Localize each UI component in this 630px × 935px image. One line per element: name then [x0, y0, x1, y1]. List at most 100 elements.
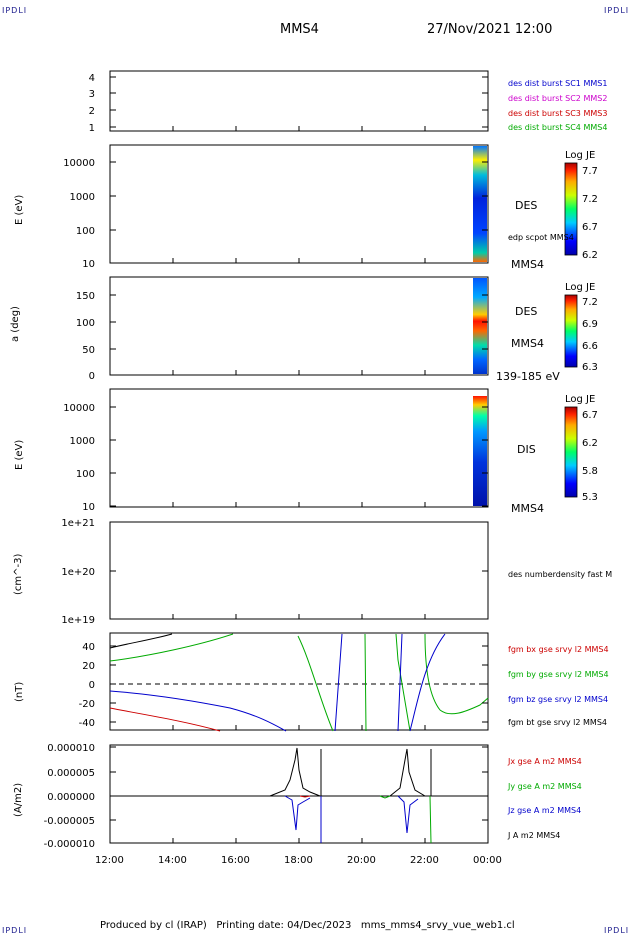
ylabel-des-pitch: a (deg) [10, 306, 21, 342]
ylabel-dis-energy: E (eV) [14, 439, 25, 470]
colorbar-tick-2a: 7.2 [582, 297, 598, 308]
ytick-label: 0 [89, 371, 95, 382]
legend-fgm-bz: fgm bz gse srvy l2 MMS4 [508, 695, 609, 704]
label-edp-scpot: edp scpot MMS4 [508, 233, 574, 242]
legend-fgm-by: fgm by gse srvy l2 MMS4 [508, 670, 609, 679]
panel-density [109, 521, 489, 620]
fgm-traces [109, 633, 489, 732]
colorbar-tick-1a: 7.7 [582, 166, 598, 177]
label-dis: DIS [517, 443, 536, 456]
ylabel-current: (A/m2) [13, 782, 24, 817]
current-jy-line [379, 795, 432, 844]
ytick-label: 100 [76, 318, 95, 329]
axis-ticks: 1 2 3 4 10 100 1000 10000 0 50 100 150 10 100 1000 1000… [44, 73, 489, 850]
legend-density: des numberdensity fast M [508, 570, 613, 579]
ytick-label: 1000 [70, 192, 95, 203]
colorbar-tick-3a: 6.7 [582, 410, 598, 421]
colorbar-tick-2d: 6.3 [582, 362, 598, 373]
ytick-label: 0.000000 [47, 792, 95, 803]
label-des-2: DES [515, 305, 538, 318]
ytick-label: -20 [79, 699, 95, 710]
spectrogram-des-pitch [473, 278, 487, 374]
colorbar-tick-3c: 5.8 [582, 466, 598, 477]
ytick-label: 2 [89, 106, 95, 117]
xtick-2000: 20:00 [347, 855, 376, 866]
ytick-label: -0.000005 [44, 816, 95, 827]
xtick-1400: 14:00 [158, 855, 187, 866]
colorbar-tick-1d: 6.2 [582, 250, 598, 261]
colorbar-des-energy [564, 162, 578, 256]
ylabel-density: (cm^-3) [13, 553, 24, 595]
page-date: 27/Nov/2021 12:00 [427, 22, 553, 37]
ytick-label: -0.000010 [44, 839, 95, 850]
current-jz-line [284, 795, 419, 843]
ytick-label: -40 [79, 718, 95, 729]
current-j-line [269, 747, 432, 797]
colorbar-tick-3d: 5.3 [582, 492, 598, 503]
ytick-label: 150 [76, 291, 95, 302]
ytick-label: 1000 [70, 436, 95, 447]
label-mms4-2: MMS4 [511, 337, 544, 350]
label-mms4-3: MMS4 [511, 502, 544, 515]
ytick-label: 40 [82, 642, 95, 653]
corner-label-bottom-left: IPDLI [2, 926, 28, 935]
fgm-bx-line [109, 707, 221, 732]
label-mms4-1: MMS4 [511, 258, 544, 271]
legend-sc1: des dist burst SC1 MMS1 [508, 79, 608, 88]
legend-sc2: des dist burst SC2 MMS2 [508, 94, 608, 103]
page-title: MMS4 [280, 22, 319, 37]
panel-des-energy [109, 144, 489, 264]
panel-fgm [109, 632, 489, 731]
xtick-1800: 18:00 [284, 855, 313, 866]
corner-label-top-right: IPDLI [604, 6, 630, 15]
legend-jy: Jy gse A m2 MMS4 [508, 782, 582, 791]
ytick-label: 1 [89, 123, 95, 134]
panel-spacecraft [109, 70, 489, 132]
legend-sc4: des dist burst SC4 MMS4 [508, 123, 608, 132]
ytick-label: 4 [89, 73, 95, 84]
ytick-label: 1e+21 [61, 518, 95, 529]
colorbar-title-2: Log JE [565, 282, 596, 293]
colorbar-tick-3b: 6.2 [582, 438, 598, 449]
fgm-by-line [109, 633, 489, 732]
colorbar-tick-2b: 6.9 [582, 319, 598, 330]
spectrogram-dis-energy [473, 396, 487, 506]
ytick-label: 10 [82, 259, 95, 270]
ytick-label: 10 [82, 502, 95, 513]
current-traces [110, 747, 488, 844]
legend-sc3: des dist burst SC3 MMS3 [508, 109, 608, 118]
panel-des-pitch [109, 276, 489, 376]
ytick-label: 10000 [63, 158, 95, 169]
xtick-1200: 12:00 [95, 855, 124, 866]
fgm-bz-line [109, 633, 446, 732]
ytick-label: 0 [89, 680, 95, 691]
colorbar-tick-1c: 6.7 [582, 222, 598, 233]
ytick-label: 0.000010 [47, 743, 95, 754]
ytick-label: 100 [76, 469, 95, 480]
current-jx-line [299, 795, 311, 798]
ytick-label: 0.000005 [47, 768, 95, 779]
legend-j: J A m2 MMS4 [508, 831, 561, 840]
corner-label-top-left: IPDLI [2, 6, 28, 15]
legend-fgm-bx: fgm bx gse srvy l2 MMS4 [508, 645, 609, 654]
panel-dis-energy [109, 388, 489, 508]
ylabel-fgm: (nT) [14, 681, 25, 702]
corner-label-bottom-right: IPDLI [604, 926, 630, 935]
fgm-bt-line [109, 633, 173, 649]
label-energy-range: 139-185 eV [496, 370, 560, 383]
xtick-2200: 22:00 [410, 855, 439, 866]
spectrogram-des-energy [473, 146, 487, 262]
ytick-label: 1e+20 [61, 567, 95, 578]
ylabel-des-energy: E (eV) [14, 194, 25, 225]
colorbar-tick-2c: 6.6 [582, 341, 598, 352]
xtick-0000: 00:00 [473, 855, 502, 866]
ytick-label: 100 [76, 226, 95, 237]
ytick-label: 10000 [63, 403, 95, 414]
ytick-label: 1e+19 [61, 615, 95, 626]
colorbar-des-pitch [564, 294, 578, 368]
colorbar-dis-energy [564, 406, 578, 498]
legend-jx: Jx gse A m2 MMS4 [508, 757, 582, 766]
ytick-label: 20 [82, 661, 95, 672]
footer-text: Produced by cl (IRAP) Printing date: 04/… [100, 920, 515, 931]
